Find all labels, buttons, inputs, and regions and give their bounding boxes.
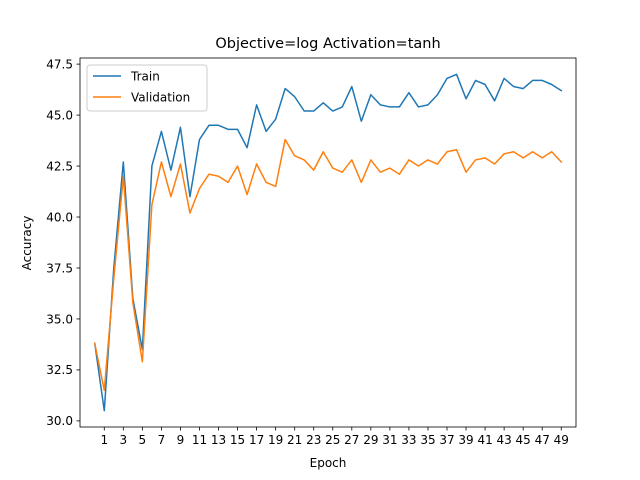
x-tick-label: 27 xyxy=(344,433,359,447)
x-tick-label: 37 xyxy=(439,433,454,447)
x-tick-label: 49 xyxy=(554,433,569,447)
axes-frame xyxy=(79,57,577,428)
x-tick-label: 1 xyxy=(100,433,108,447)
x-tick-label: 15 xyxy=(230,433,245,447)
x-tick-label: 3 xyxy=(119,433,127,447)
x-tick-label: 25 xyxy=(325,433,340,447)
y-tick-label: 45.0 xyxy=(46,108,73,122)
x-tick-label: 13 xyxy=(211,433,226,447)
legend-label-validation: Validation xyxy=(131,91,190,105)
y-axis-label: Accuracy xyxy=(20,216,34,271)
y-tick-label: 32.5 xyxy=(46,363,73,377)
y-tick-label: 42.5 xyxy=(46,159,73,173)
x-tick-label: 19 xyxy=(268,433,283,447)
x-tick-label: 7 xyxy=(158,433,166,447)
x-tick-label: 47 xyxy=(535,433,550,447)
x-tick-label: 35 xyxy=(420,433,435,447)
x-tick-label: 33 xyxy=(401,433,416,447)
x-tick-label: 23 xyxy=(306,433,321,447)
x-tick-label: 31 xyxy=(382,433,397,447)
legend-label-train: Train xyxy=(130,70,160,84)
x-axis-label: Epoch xyxy=(310,456,347,470)
y-tick-label: 40.0 xyxy=(46,210,73,224)
y-tick-label: 35.0 xyxy=(46,312,73,326)
series-line-validation xyxy=(93,138,563,392)
y-tick-label: 47.5 xyxy=(46,57,73,71)
x-tick-label: 43 xyxy=(496,433,511,447)
x-tick-label: 9 xyxy=(177,433,185,447)
x-tick-label: 11 xyxy=(192,433,207,447)
series-line-train xyxy=(93,73,563,412)
x-tick-label: 17 xyxy=(249,433,264,447)
x-tick-label: 41 xyxy=(477,433,492,447)
chart-title: Objective=log Activation=tanh xyxy=(215,36,440,52)
x-tick-label: 29 xyxy=(363,433,378,447)
legend: Train Validation xyxy=(86,64,208,112)
x-tick-label: 39 xyxy=(458,433,473,447)
x-tick-label: 45 xyxy=(516,433,531,447)
x-tick-label: 5 xyxy=(139,433,147,447)
x-tick-label: 21 xyxy=(287,433,302,447)
plot-area: 1 3 5 7 9 11 13 15 17 19 21 23 25 27 29 31 33 35 37 39 41 43 4… xyxy=(46,57,577,447)
y-tick-label: 30.0 xyxy=(46,414,73,428)
y-tick-label: 37.5 xyxy=(46,261,73,275)
